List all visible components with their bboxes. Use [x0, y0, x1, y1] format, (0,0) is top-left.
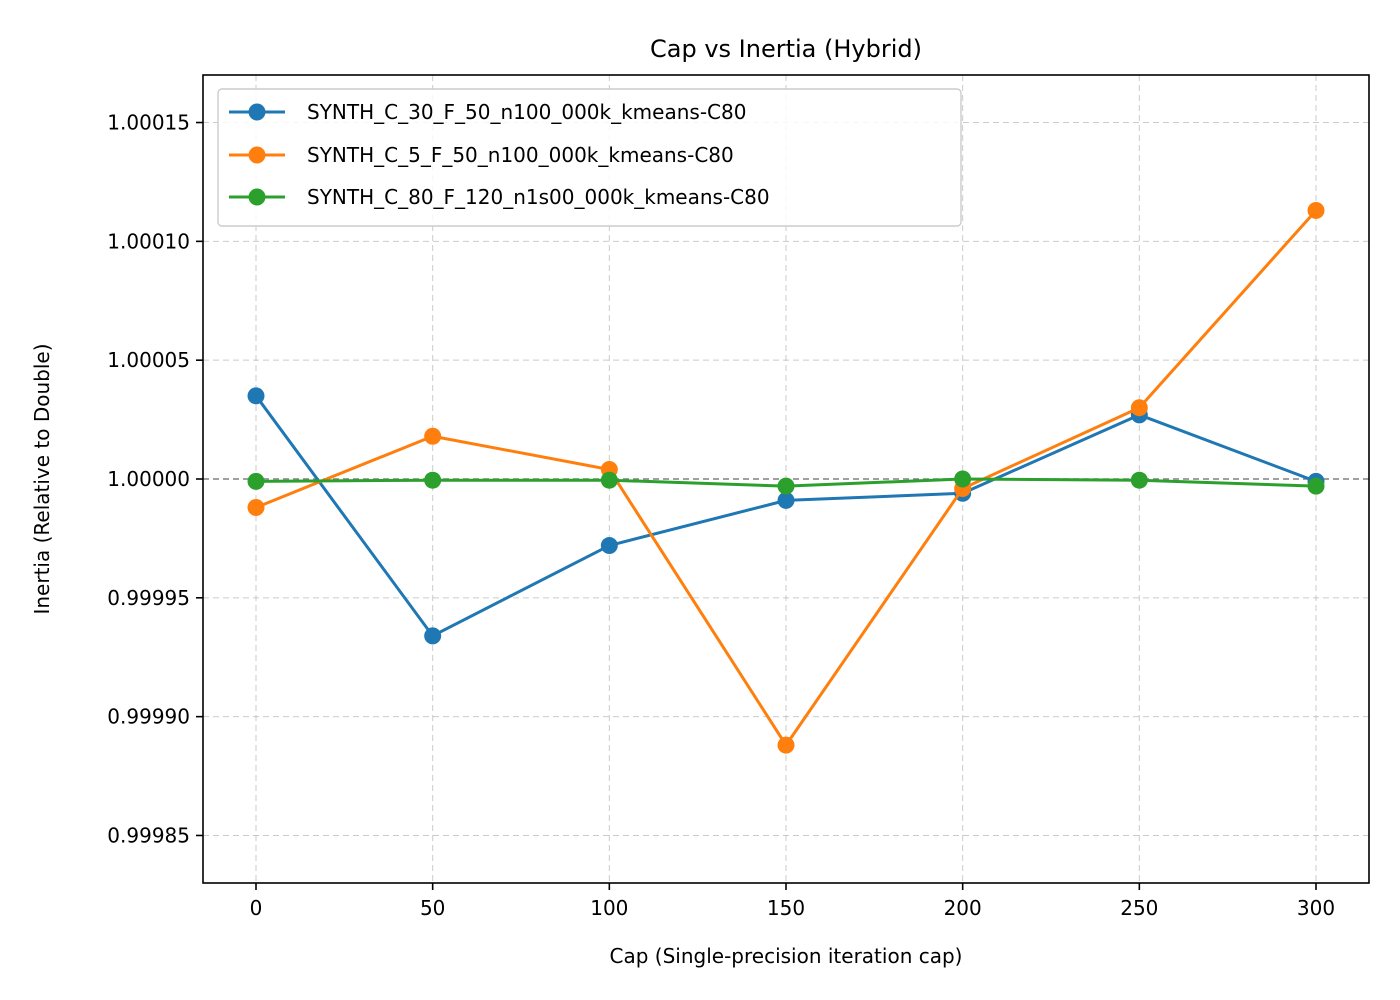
data-point	[600, 537, 618, 555]
legend-marker-3	[248, 188, 266, 206]
legend-entry-3: SYNTH_C_80_F_120_n1s00_000k_kmeans-C80	[229, 185, 770, 209]
x-tick-label: 0	[250, 896, 263, 920]
data-point	[424, 627, 442, 645]
data-point	[247, 499, 265, 517]
x-tick-label: 200	[944, 896, 982, 920]
x-tick-label: 50	[420, 896, 445, 920]
data-point	[1130, 471, 1148, 489]
legend-box	[217, 88, 962, 227]
y-tick-label: 0.99995	[107, 586, 190, 610]
x-axis-ticks: 0 50 100 150 200 250 300	[250, 883, 1335, 920]
data-point	[954, 470, 972, 488]
data-point	[247, 387, 265, 405]
data-point	[424, 471, 442, 489]
data-point	[1130, 399, 1148, 417]
y-axis-ticks: 0.99985 0.99990 0.99995 1.00000 1.00005 1.000…	[107, 111, 203, 847]
chart-title: Cap vs Inertia (Hybrid)	[650, 35, 922, 63]
legend-marker-1	[248, 103, 266, 121]
y-tick-label: 1.00005	[107, 348, 190, 372]
data-point	[247, 472, 265, 490]
y-tick-label: 1.00000	[107, 467, 190, 491]
data-point	[1307, 477, 1325, 495]
y-tick-label: 1.00010	[107, 229, 190, 253]
y-tick-label: 0.99985	[107, 823, 190, 847]
legend-marker-2	[248, 146, 266, 164]
y-tick-label: 0.99990	[107, 705, 190, 729]
x-tick-label: 250	[1120, 896, 1158, 920]
legend-label-3: SYNTH_C_80_F_120_n1s00_000k_kmeans-C80	[307, 185, 770, 209]
x-tick-label: 100	[590, 896, 628, 920]
data-point	[777, 736, 795, 754]
legend-label-1: SYNTH_C_30_F_50_n100_000k_kmeans-C80	[307, 100, 746, 124]
series-3	[247, 470, 1325, 495]
x-axis-label: Cap (Single-precision iteration cap)	[610, 944, 963, 968]
y-tick-label: 1.00015	[107, 111, 190, 135]
x-tick-label: 150	[767, 896, 805, 920]
x-tick-label: 300	[1297, 896, 1335, 920]
data-point	[424, 427, 442, 445]
series-layer	[247, 201, 1325, 754]
legend: SYNTH_C_30_F_50_n100_000k_kmeans-C80 SYN…	[217, 88, 962, 227]
legend-label-2: SYNTH_C_5_F_50_n100_000k_kmeans-C80	[307, 143, 734, 167]
y-axis-label: Inertia (Relative to Double)	[30, 343, 54, 614]
data-point	[777, 491, 795, 509]
data-point	[1307, 201, 1325, 219]
legend-entry-1: SYNTH_C_30_F_50_n100_000k_kmeans-C80	[229, 100, 746, 124]
legend-entry-2: SYNTH_C_5_F_50_n100_000k_kmeans-C80	[229, 143, 734, 167]
data-point	[600, 471, 618, 489]
data-point	[777, 477, 795, 495]
